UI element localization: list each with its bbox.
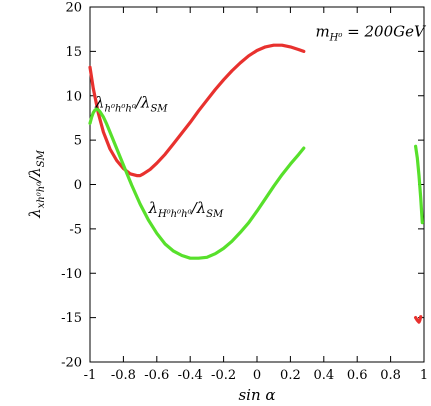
x-tick-label: 0.4 <box>313 368 334 383</box>
x-tick-label: 0.8 <box>380 368 401 383</box>
series-1-line-1 <box>414 144 424 225</box>
series-1-line-0 <box>88 107 306 260</box>
y-axis-label-sub: xh⁰h⁰ <box>36 182 47 209</box>
axis-ticks <box>89 6 425 363</box>
annotation-part: h⁰h⁰h⁰ <box>105 103 136 114</box>
annotation-part: SM <box>206 209 224 220</box>
annotation-part: H⁰ <box>329 32 343 43</box>
x-tick-label: -0.8 <box>111 368 136 383</box>
y-tick-label: -15 <box>61 311 82 326</box>
x-tick-label: 0.6 <box>347 368 368 383</box>
series-layer <box>88 43 424 324</box>
series-0-line-0 <box>88 43 306 178</box>
annotation-part: = 200GeV <box>342 22 427 40</box>
x-axis-label: sin α <box>238 386 275 404</box>
y-tick-label: 20 <box>65 1 82 16</box>
y-tick-labels: -20 -15 -10 -5 0 5 10 15 20 <box>61 1 82 371</box>
annotation-part: SM <box>150 103 168 114</box>
annotation-green-label: λH⁰h⁰h⁰/λSM <box>147 199 224 220</box>
y-tick-label: 0 <box>74 178 82 193</box>
annotation-part: H⁰h⁰h⁰ <box>157 209 192 220</box>
x-tick-label: -0.2 <box>211 368 236 383</box>
annotation-part: /λ <box>134 93 151 111</box>
x-tick-label: 1 <box>420 368 428 383</box>
annotation-part: λ <box>94 93 105 111</box>
y-tick-label: -5 <box>69 222 82 237</box>
y-tick-label: 10 <box>65 89 82 104</box>
y-axis-label-mid: /λ <box>26 167 44 184</box>
y-axis-label-group: λxh⁰h⁰/λSM <box>26 149 47 218</box>
x-tick-labels: -1 -0.8 -0.6 -0.4 -0.2 0 0.2 0.4 0.6 0.8 1 <box>84 368 428 383</box>
x-tick-label: -1 <box>84 368 97 383</box>
y-axis-label: λxh⁰h⁰/λSM <box>26 149 47 218</box>
annotation-part: /λ <box>190 199 207 217</box>
y-tick-label: -20 <box>61 356 82 371</box>
plot-frame <box>89 6 425 363</box>
x-tick-label: -0.4 <box>178 368 203 383</box>
y-tick-label: 5 <box>74 134 82 149</box>
series-0-line-1 <box>414 315 423 324</box>
y-tick-label: -10 <box>61 267 82 282</box>
x-tick-label: 0 <box>253 368 261 383</box>
annotation-part: λ <box>147 199 158 217</box>
annotation-part: m <box>315 22 329 40</box>
x-tick-label: 0.2 <box>280 368 301 383</box>
y-axis-label-sub2: SM <box>36 149 47 167</box>
y-tick-label: 15 <box>65 45 82 60</box>
annotation-mass: mH⁰ = 200GeV <box>315 22 427 43</box>
annotation-red-label: λh⁰h⁰h⁰/λSM <box>94 93 168 114</box>
x-tick-label: -0.6 <box>144 368 169 383</box>
y-axis-label-main: λ <box>26 208 44 219</box>
